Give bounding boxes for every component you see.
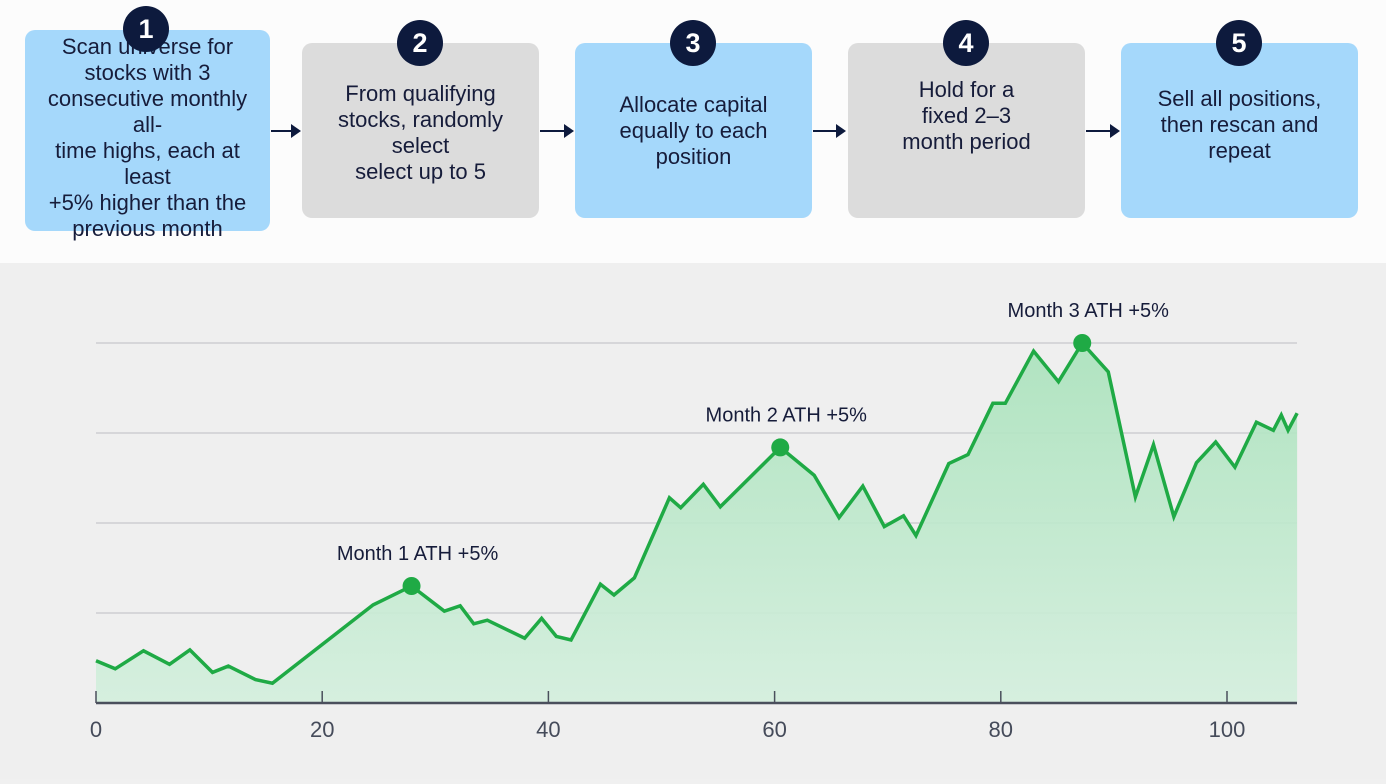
step-4-badge: 4 xyxy=(943,20,989,66)
ath-marker xyxy=(402,577,421,595)
x-tick-label: 100 xyxy=(1209,717,1246,742)
strategy-flow: Scan universe for stocks with 3 consecut… xyxy=(0,0,1386,263)
price-chart-panel: 0 20 40 60 80 100 Month 1 ATH +5% Month 2 ATH … xyxy=(0,263,1386,779)
step-4-text: Hold for a fixed 2–3 month period xyxy=(902,76,1031,154)
x-tick-label: 80 xyxy=(989,717,1013,742)
ath-label: Month 1 ATH +5% xyxy=(337,543,499,565)
x-tick-label: 60 xyxy=(762,717,786,742)
step-1-badge: 1 xyxy=(123,6,169,52)
price-line xyxy=(95,340,1299,686)
right-arrow-icon xyxy=(540,124,574,138)
x-tick-label: 40 xyxy=(536,717,560,742)
step-2-text: From qualifying stocks, randomly select … xyxy=(337,80,504,184)
x-tick-label: 20 xyxy=(310,717,334,742)
x-axis: 0 20 40 60 80 100 xyxy=(90,691,1297,742)
right-arrow-icon xyxy=(1086,124,1120,138)
ath-marker xyxy=(771,438,790,457)
ath-label: Month 2 ATH +5% xyxy=(706,404,868,426)
step-1-box: Scan universe for stocks with 3 consecut… xyxy=(25,30,270,241)
step-2-box: From qualifying stocks, randomly select … xyxy=(302,43,539,218)
right-arrow-icon xyxy=(813,124,846,138)
step-5-text: Sell all positions, then rescan and repe… xyxy=(1157,85,1322,163)
step-2-badge: 2 xyxy=(397,20,443,66)
step-3-text: Allocate capital equally to each positio… xyxy=(619,91,768,169)
ath-annotations: Month 1 ATH +5% Month 2 ATH +5% Month 3 AT… xyxy=(337,300,1169,595)
x-tick-label: 0 xyxy=(90,717,102,742)
ath-label: Month 3 ATH +5% xyxy=(1008,300,1170,322)
step-5-box: Sell all positions, then rescan and repe… xyxy=(1121,43,1358,218)
ath-marker xyxy=(1073,334,1092,352)
step-1-text: Scan universe for stocks with 3 consecut… xyxy=(47,33,248,241)
price-chart: 0 20 40 60 80 100 Month 1 ATH +5% Month 2 ATH … xyxy=(90,300,1299,742)
right-arrow-icon xyxy=(271,124,301,138)
step-3-badge: 3 xyxy=(670,20,716,66)
step-5-badge: 5 xyxy=(1216,20,1262,66)
step-3-box: Allocate capital equally to each positio… xyxy=(575,43,812,218)
step-4-box: Hold for a fixed 2–3 month period xyxy=(848,43,1085,218)
area-fill xyxy=(96,343,1298,703)
